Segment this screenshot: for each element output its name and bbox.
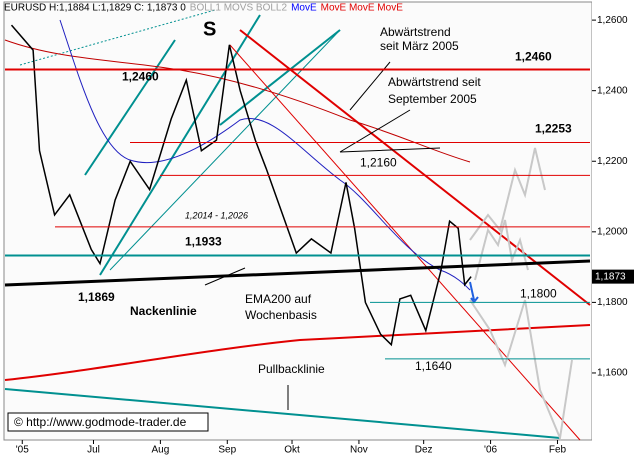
projection xyxy=(469,147,573,442)
x-tick-label: Sep xyxy=(218,445,236,456)
annotation: S xyxy=(203,18,216,40)
trend-channel xyxy=(84,39,176,176)
level-label: 1,2460 xyxy=(122,70,159,84)
x-tick-label: Aug xyxy=(151,445,169,456)
annotation: Abwärtstrend xyxy=(380,25,451,39)
header-item: EURUSD H:1,1884 L:1,1829 C: 1,1873 0 xyxy=(4,3,186,14)
price-line xyxy=(10,24,472,347)
level-label: 1,1933 xyxy=(185,235,222,249)
annotation: Nackenlinie xyxy=(130,304,197,318)
annotation: seit März 2005 xyxy=(380,39,459,53)
header-item: MovE xyxy=(291,3,317,14)
pullback-line xyxy=(4,388,561,439)
downtrend xyxy=(229,44,581,441)
trend-channel xyxy=(219,29,341,126)
x-tick-label: Okt xyxy=(284,445,300,456)
copyright: © http://www.godmode-trader.de xyxy=(14,415,187,429)
y-tick-label: 1,1600 xyxy=(597,368,628,379)
axis-area xyxy=(592,0,634,459)
annotation: Abwärtstrend seit xyxy=(388,75,481,89)
downtrend xyxy=(239,29,591,306)
y-tick-label: 1,2000 xyxy=(597,226,628,237)
annotations: S xyxy=(203,18,216,40)
level-label: 1,2160 xyxy=(360,156,397,170)
level-label: 1,1640 xyxy=(415,359,452,373)
x-tick-label: Feb xyxy=(549,445,567,456)
header-item: BOLL1 MOVS BOLL2 xyxy=(190,3,288,14)
header-item: MovE MovE MovE xyxy=(321,3,404,14)
x-tick-label: '06 xyxy=(484,445,497,456)
copyright-box xyxy=(7,412,209,432)
annotation: Pullbacklinie xyxy=(258,362,325,376)
y-tick-label: 1,1800 xyxy=(597,297,628,308)
level-label: 1,2460 xyxy=(515,50,552,64)
annotation: Wochenbasis xyxy=(245,308,317,322)
moving-average xyxy=(4,39,471,163)
marks xyxy=(10,24,472,347)
x-tick-label: Jul xyxy=(87,445,100,456)
price-tag-label: 1,1873 xyxy=(595,271,626,282)
y-tick-label: 1,2400 xyxy=(597,85,628,96)
annotation: EMA200 auf xyxy=(245,292,312,306)
level-label: 1,2253 xyxy=(535,122,572,136)
x-tick-label: '05 xyxy=(16,445,29,456)
level-label: 1,1800 xyxy=(520,287,557,301)
x-tick-label: Nov xyxy=(350,445,368,456)
header: EURUSD H:1,1884 L:1,1829 C: 1,1873 0 BOLL… xyxy=(4,3,403,14)
y-tick-label: 1,2600 xyxy=(597,15,628,26)
annotation: September 2005 xyxy=(388,92,477,106)
level-line xyxy=(4,259,591,287)
level-label: 1,1869 xyxy=(78,290,115,304)
ema200 xyxy=(4,324,591,381)
moving-average xyxy=(59,19,471,291)
y-tick-label: 1,2200 xyxy=(597,156,628,167)
price-tag xyxy=(592,269,634,284)
x-tick-label: Dez xyxy=(415,445,433,456)
trend-channel xyxy=(19,9,216,66)
level-label: 1,2014 - 1,2026 xyxy=(185,210,248,220)
